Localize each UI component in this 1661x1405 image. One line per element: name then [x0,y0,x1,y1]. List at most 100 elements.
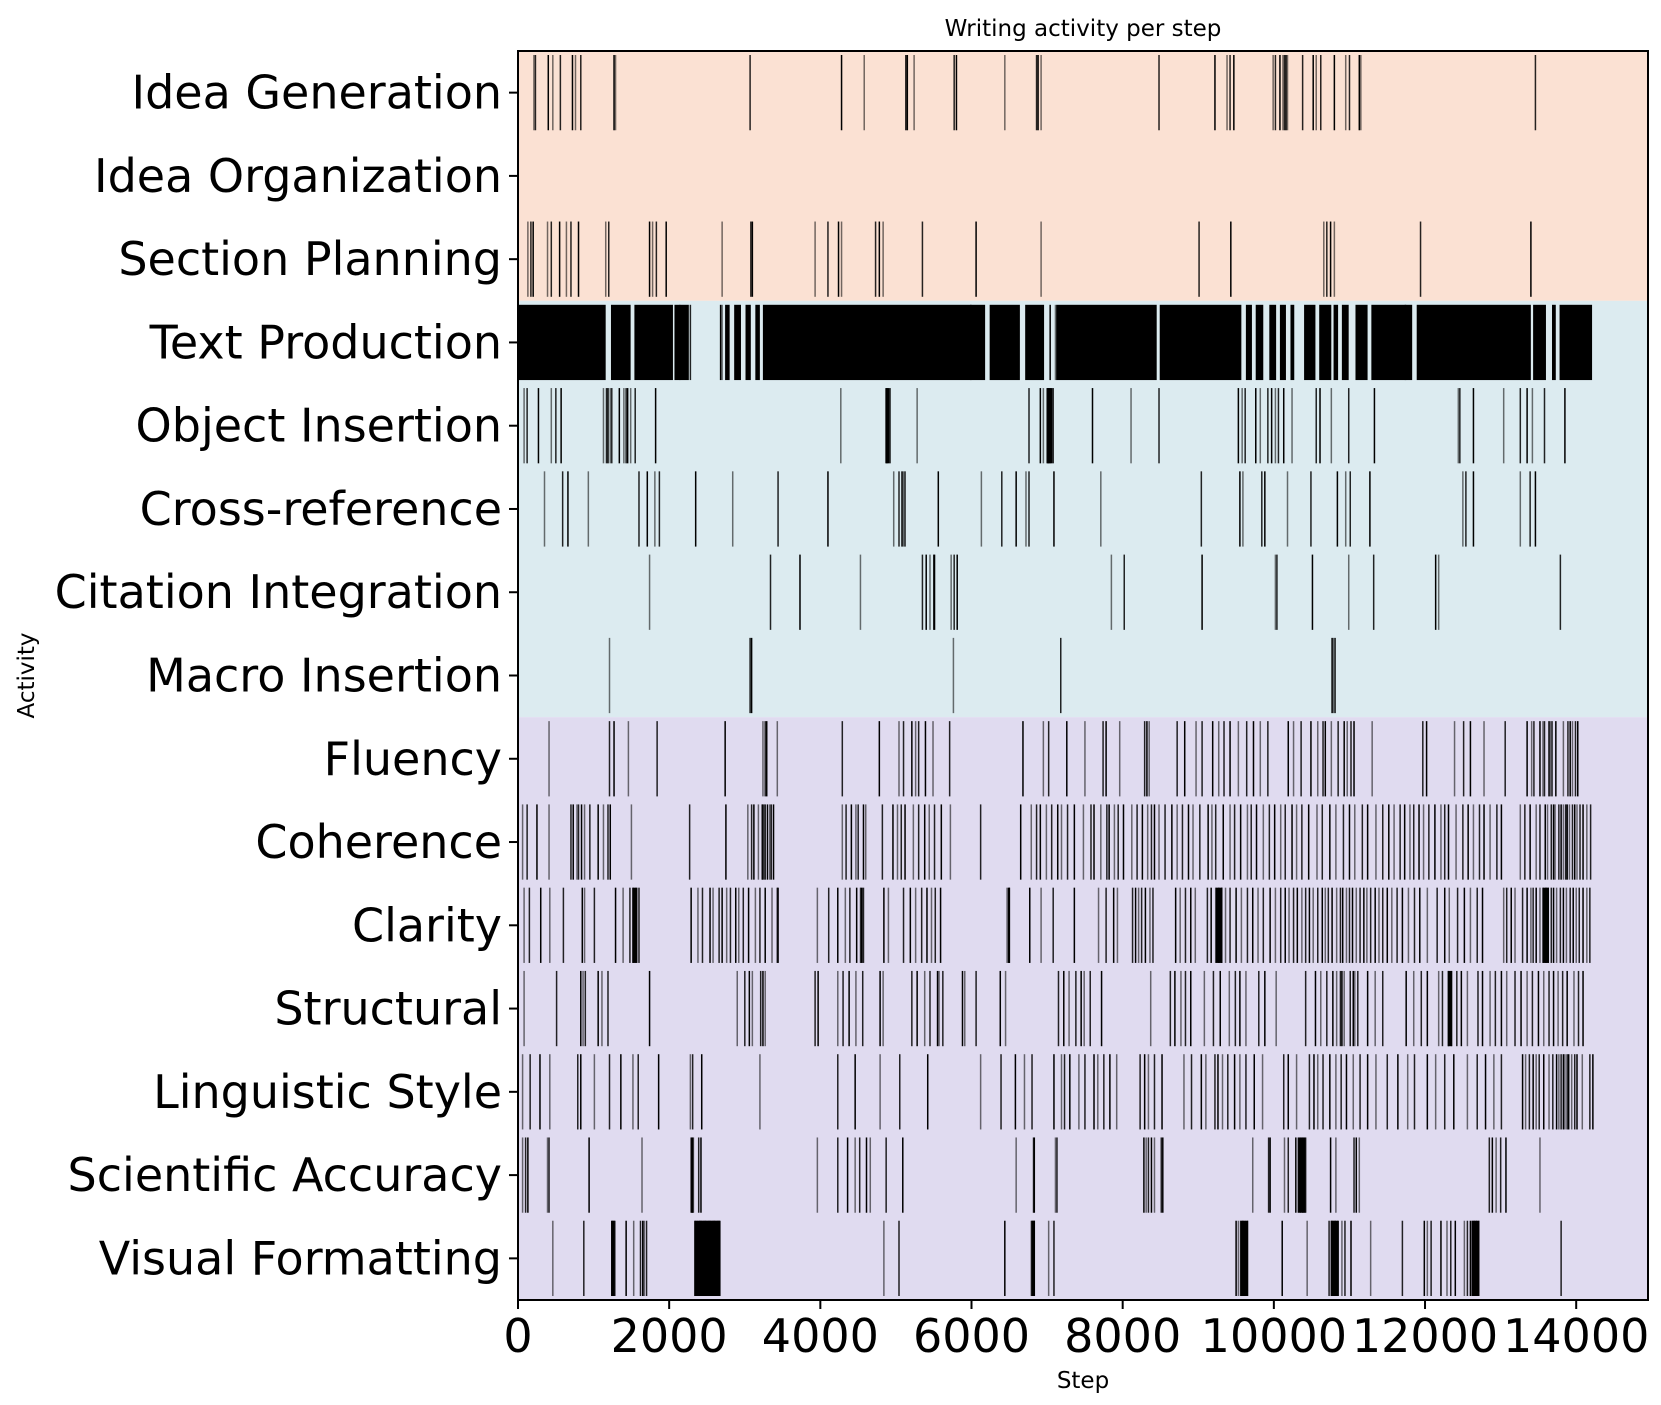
event-mark [1463,887,1466,963]
event-mark [1320,55,1322,131]
event-mark [526,388,528,464]
event-mark [1244,1220,1246,1296]
event-mark [1245,721,1248,797]
event-mark [1462,804,1464,880]
event-mark [1040,55,1042,131]
event-mark [1477,1220,1480,1296]
event-mark [1341,1220,1343,1296]
event-mark [1006,887,1008,963]
event-mark [816,1137,819,1213]
event-mark [1335,804,1337,880]
event-mark [1042,721,1045,797]
event-mark [1450,1220,1452,1296]
y-axis-label: Activity [14,632,40,718]
event-mark [859,887,862,963]
event-mark [646,471,649,547]
event-mark [582,970,584,1047]
event-mark [1346,721,1348,797]
event-mark [1195,721,1197,797]
event-mark [1246,887,1249,963]
event-span [1290,304,1295,381]
event-mark [942,970,944,1047]
event-mark [1153,1054,1156,1130]
event-mark [1353,1137,1355,1213]
event-mark [1049,388,1051,464]
event-mark [1049,304,1051,381]
event-mark [1472,804,1475,880]
event-mark [1269,1137,1271,1213]
event-mark [1331,637,1333,714]
event-mark [902,721,905,797]
event-mark [561,471,564,547]
row-marks-10 [523,887,1591,963]
event-mark [776,721,779,797]
event-mark [1259,388,1262,464]
event-mark [1409,804,1411,880]
event-mark [1406,1054,1409,1130]
event-mark [601,970,603,1047]
event-mark [1162,1137,1164,1213]
event-mark [1360,55,1362,131]
event-mark [1276,554,1278,630]
row-marks-11 [523,970,1584,1047]
event-mark [816,887,819,963]
event-mark [1369,887,1372,963]
event-mark [614,1220,616,1296]
event-mark [1274,554,1277,630]
event-mark [643,1220,646,1296]
event-mark [1539,804,1541,880]
event-mark [1056,804,1059,880]
event-mark [604,221,607,297]
event-mark [608,637,611,714]
event-mark [1285,55,1287,131]
event-mark [771,887,773,963]
event-mark [1352,970,1355,1047]
event-mark [1502,887,1505,963]
event-mark [1306,1220,1308,1296]
event-mark [580,804,583,880]
event-mark [1214,804,1217,880]
event-mark [1171,804,1173,880]
event-mark [1582,804,1584,880]
event-mark [1539,721,1541,797]
event-mark [534,55,537,131]
row-marks-0 [533,55,1537,131]
event-mark [1220,887,1223,963]
event-mark [630,804,633,880]
event-mark [1015,1137,1017,1213]
event-mark [912,804,915,880]
event-mark [580,970,582,1047]
x-axis-label: Step [1057,1368,1109,1394]
event-mark [1235,1220,1237,1296]
event-mark [837,887,839,963]
event-mark [1374,970,1376,1047]
event-mark [761,804,763,880]
event-mark [1569,721,1571,797]
event-mark [1582,970,1584,1047]
event-mark [1359,887,1361,963]
event-mark [1139,1054,1141,1130]
event-mark [1269,887,1271,963]
event-mark [1428,804,1430,880]
event-mark [608,1054,611,1130]
event-mark [1284,887,1286,963]
event-mark [1273,804,1276,880]
event-mark [1130,388,1132,464]
event-mark [587,471,590,547]
event-mark [1375,1054,1377,1130]
event-mark [605,388,608,464]
event-mark [1529,471,1531,547]
event-mark [1239,804,1242,880]
event-mark [620,1054,622,1130]
event-mark [952,637,955,714]
event-mark [1131,804,1133,880]
event-mark [1267,388,1269,464]
event-mark [1019,804,1022,880]
y-axis: Idea Generation Idea Organization Section … [55,66,518,1285]
event-mark [609,804,612,880]
event-mark [749,55,751,131]
row-marks-8 [548,721,1579,797]
event-mark [665,221,667,297]
event-mark [1073,804,1076,880]
event-mark [1328,1220,1330,1296]
